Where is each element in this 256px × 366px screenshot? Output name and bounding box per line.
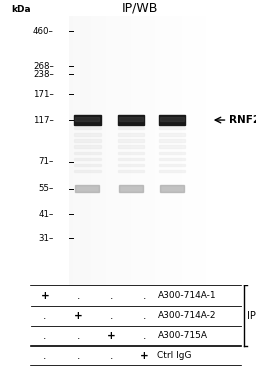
Bar [158,139,185,142]
Bar [118,164,144,166]
Bar [76,185,99,192]
Text: .: . [43,331,47,341]
Text: A300-714A-2: A300-714A-2 [157,311,216,320]
Bar [158,145,185,148]
Bar [74,152,101,154]
Text: 117–: 117– [33,116,54,124]
Text: A300-714A-1: A300-714A-1 [157,291,216,300]
Bar [74,145,101,148]
Text: .: . [43,351,47,361]
Text: 71–: 71– [39,157,54,166]
Text: .: . [76,331,80,341]
Bar [74,170,101,172]
Bar [118,133,144,136]
Bar [158,158,185,160]
Bar [119,185,143,192]
Text: Ctrl IgG: Ctrl IgG [157,351,192,361]
Text: 171–: 171– [33,90,54,99]
Bar [118,115,144,125]
Text: RNF20: RNF20 [229,115,256,125]
Text: .: . [110,291,113,300]
Bar [74,164,101,166]
Text: .: . [143,331,146,341]
Text: 55–: 55– [39,184,54,193]
Text: +: + [74,311,82,321]
Text: 31–: 31– [39,234,54,243]
Text: .: . [43,311,47,321]
Bar [158,164,185,166]
Text: 41–: 41– [39,210,54,219]
Bar [118,127,144,130]
Bar [74,139,101,142]
Text: +: + [40,291,49,300]
Bar [118,139,144,142]
Bar [118,145,144,148]
Bar [158,133,185,136]
Text: +: + [107,331,116,341]
Bar [160,117,184,120]
Text: .: . [110,311,113,321]
Text: kDa: kDa [11,5,30,14]
Bar [74,115,101,125]
Text: .: . [76,291,80,300]
Bar [158,115,185,125]
Bar [158,127,185,130]
Bar [74,133,101,136]
Bar [158,152,185,154]
Bar [118,158,144,160]
Text: +: + [140,351,149,361]
Bar [119,117,143,120]
Text: 268–: 268– [33,62,54,71]
Text: .: . [143,291,146,300]
Bar [74,127,101,130]
Text: .: . [143,311,146,321]
Bar [118,170,144,172]
Bar [158,170,185,172]
Bar [118,152,144,154]
Text: IP: IP [247,311,256,321]
Text: .: . [110,351,113,361]
Text: 460–: 460– [33,27,54,36]
Bar [160,185,184,192]
Text: 238–: 238– [33,70,54,79]
Bar [76,117,99,120]
Text: .: . [76,351,80,361]
Bar [74,158,101,160]
Text: IP/WB: IP/WB [121,2,158,15]
Text: A300-715A: A300-715A [157,331,207,340]
